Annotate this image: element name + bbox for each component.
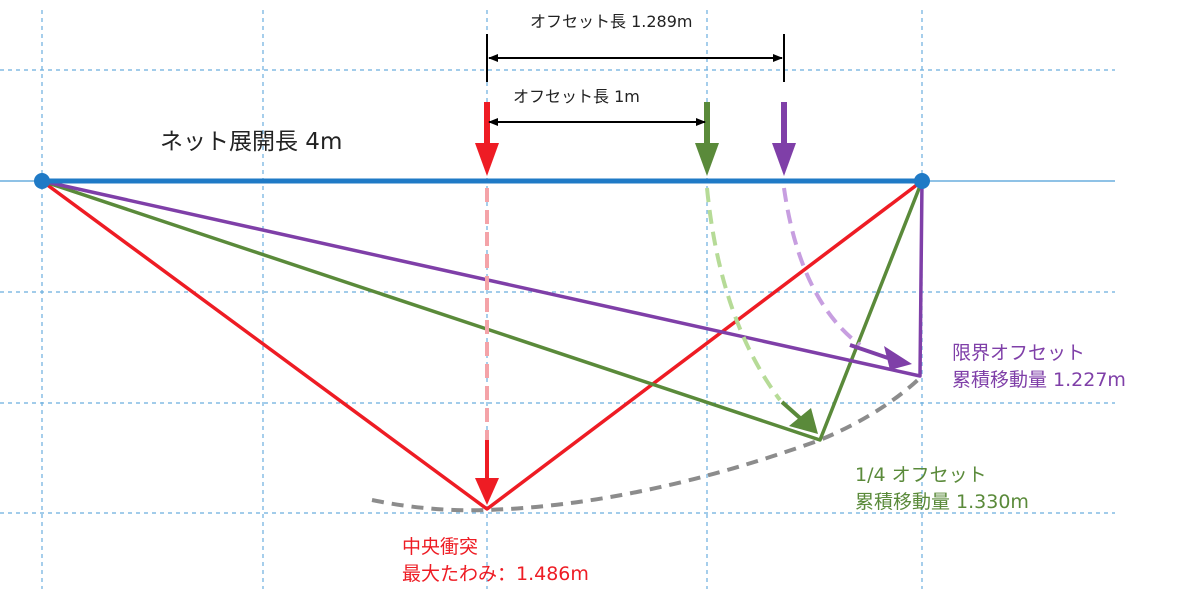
center-impact-final-arrow (475, 440, 499, 505)
limit-offset-net (41, 179, 924, 378)
quarter-offset-caption: 1/4 オフセット 累積移動量 1.330m (855, 462, 1029, 516)
deflection-envelope (371, 376, 922, 513)
limit-offset-final-arrow (849, 343, 912, 370)
quarter-offset-arrow (695, 102, 719, 176)
limit-offset-caption: 限界オフセット 累積移動量 1.227m (952, 340, 1126, 394)
quarter-offset-path (705, 187, 782, 402)
limit-offset-title: 限界オフセット (952, 342, 1086, 364)
offset-long-dimension (486, 34, 785, 82)
quarter-offset-final-arrow (780, 400, 818, 434)
quarter-offset-value: 累積移動量 1.330m (855, 491, 1029, 513)
offset-long-label: オフセット長 1.289m (530, 12, 693, 31)
center-impact-arrow (475, 102, 499, 176)
quarter-offset-title: 1/4 オフセット (855, 464, 987, 486)
net-anchor-left (34, 173, 50, 189)
center-impact-net (40, 179, 924, 511)
offset-short-label: オフセット長 1m (513, 87, 640, 106)
center-impact-title: 中央衝突 (402, 536, 479, 558)
net-anchor-right (914, 173, 930, 189)
limit-offset-path (782, 187, 862, 347)
center-impact-value: 最大たわみ：1.486m (402, 563, 589, 585)
limit-offset-arrow (772, 102, 796, 176)
net-span-label: ネット展開長 4m (160, 129, 343, 155)
limit-offset-value: 累積移動量 1.227m (952, 369, 1126, 391)
quarter-offset-net (41, 179, 924, 442)
center-impact-caption: 中央衝突 最大たわみ：1.486m (402, 534, 589, 588)
